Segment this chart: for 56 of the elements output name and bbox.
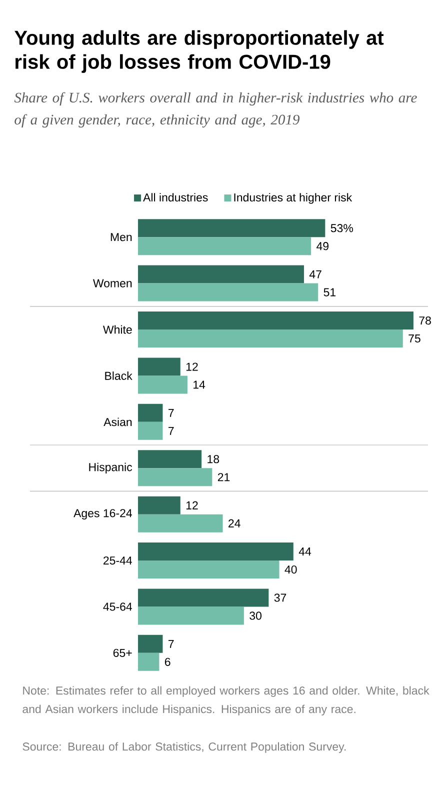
y-tick-label: 45-64 <box>103 602 132 611</box>
data-label: 30 <box>250 612 262 620</box>
bar <box>138 422 163 440</box>
y-tick-label: Asian <box>104 418 132 426</box>
bar <box>138 283 318 302</box>
bar <box>138 652 160 671</box>
bar <box>138 312 414 330</box>
data-label: 51 <box>324 288 336 296</box>
y-tick-label: Women <box>92 279 132 288</box>
data-label: 7 <box>168 426 174 435</box>
data-label: 75 <box>408 334 420 343</box>
bar <box>138 542 294 561</box>
legend-label: Industries at higher risk <box>234 193 352 204</box>
data-label: 7 <box>168 640 174 648</box>
data-label: 14 <box>194 380 206 389</box>
data-label: 37 <box>274 594 286 602</box>
bar <box>138 450 202 468</box>
bar <box>138 376 188 394</box>
data-label: 47 <box>309 270 322 278</box>
data-label: 12 <box>186 501 198 510</box>
bar <box>138 606 244 625</box>
data-label: 18 <box>208 455 220 464</box>
data-label: 49 <box>316 242 328 250</box>
y-tick-label: 65+ <box>113 648 132 657</box>
chart-title: Young adults are disproportionately at risk of job losses from COVID-19 <box>14 30 384 73</box>
legend-label: All industries <box>143 193 208 202</box>
data-label: 7 <box>168 408 174 417</box>
y-tick-label: Ages 16-24 <box>74 509 132 520</box>
data-label: 53% <box>330 224 353 232</box>
data-label: 12 <box>186 362 198 371</box>
data-label: 6 <box>164 658 170 666</box>
bar <box>138 588 269 607</box>
text: Note: Estimates refer to all employed workers ages 16 and older. White, black and Asian workers include Hispanics. Hispanics are of any race. <box>22 686 430 716</box>
bar <box>138 358 180 376</box>
y-tick-label: Black <box>105 371 132 380</box>
y-tick-label: 25-44 <box>104 556 132 565</box>
data-label: 24 <box>228 519 240 528</box>
y-tick-label: White <box>103 325 132 334</box>
bar <box>138 237 312 256</box>
bar <box>138 265 304 284</box>
bar <box>138 496 180 514</box>
data-label: 40 <box>284 565 297 574</box>
data-label: 44 <box>298 548 312 556</box>
bar <box>138 330 403 348</box>
bar <box>138 514 223 532</box>
bar <box>138 468 212 486</box>
source-note: Source: Bureau of Labor Statistics, Current Population Survey. <box>22 742 346 753</box>
data-label: 78 <box>419 316 431 325</box>
y-tick-label: Hispanic <box>89 462 132 474</box>
data-label: 21 <box>218 473 230 482</box>
bar <box>138 560 280 579</box>
y-tick-label: Men <box>110 233 132 242</box>
chart-subtitle: Share of U.S. workers overall and in higher-risk industries who are of a given gender, race, ethnicity and age, 2019 <box>14 92 417 128</box>
bar <box>138 404 163 422</box>
bar <box>138 219 326 238</box>
bar <box>138 634 163 653</box>
